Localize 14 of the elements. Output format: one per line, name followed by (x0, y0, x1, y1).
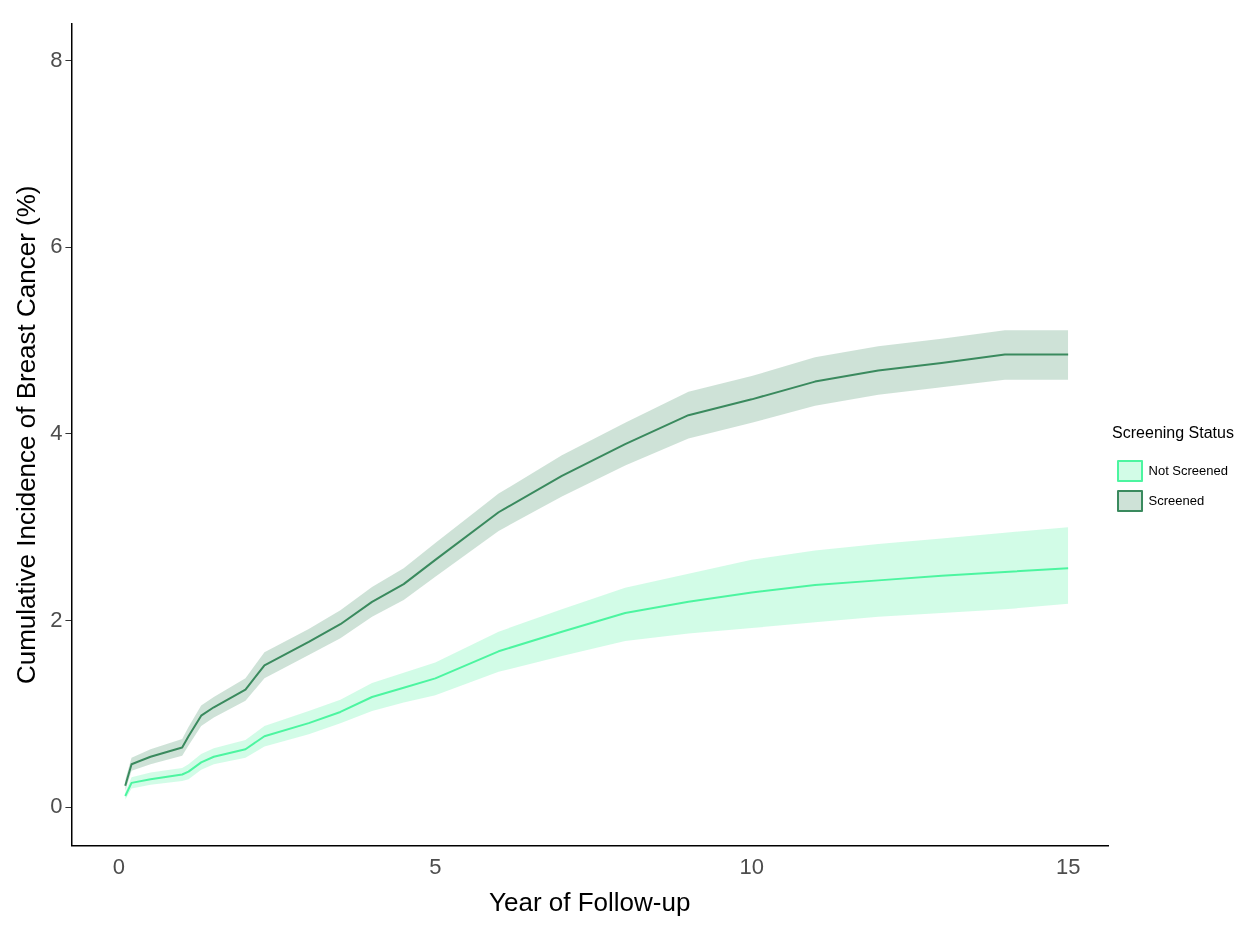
legend-label: Not Screened (1148, 462, 1229, 478)
y-tick-label: 8 (50, 46, 63, 72)
x-tick-label: 10 (739, 853, 764, 879)
x-tick-label: 5 (429, 853, 442, 879)
y-tick-label: 6 (50, 233, 63, 259)
y-tick-label: 4 (50, 419, 63, 445)
legend-title: Screening Status (1112, 424, 1234, 442)
legend-label: Screened (1148, 492, 1205, 508)
x-tick-label: 0 (112, 853, 126, 879)
y-tick-label: 2 (50, 606, 63, 632)
y-axis-title: Cumulative Incidence of Breast Cancer (%) (10, 185, 41, 685)
y-tick-label: 0 (50, 793, 63, 819)
x-tick-label: 15 (1055, 853, 1081, 879)
x-axis-title: Year of Follow-up (489, 886, 691, 917)
